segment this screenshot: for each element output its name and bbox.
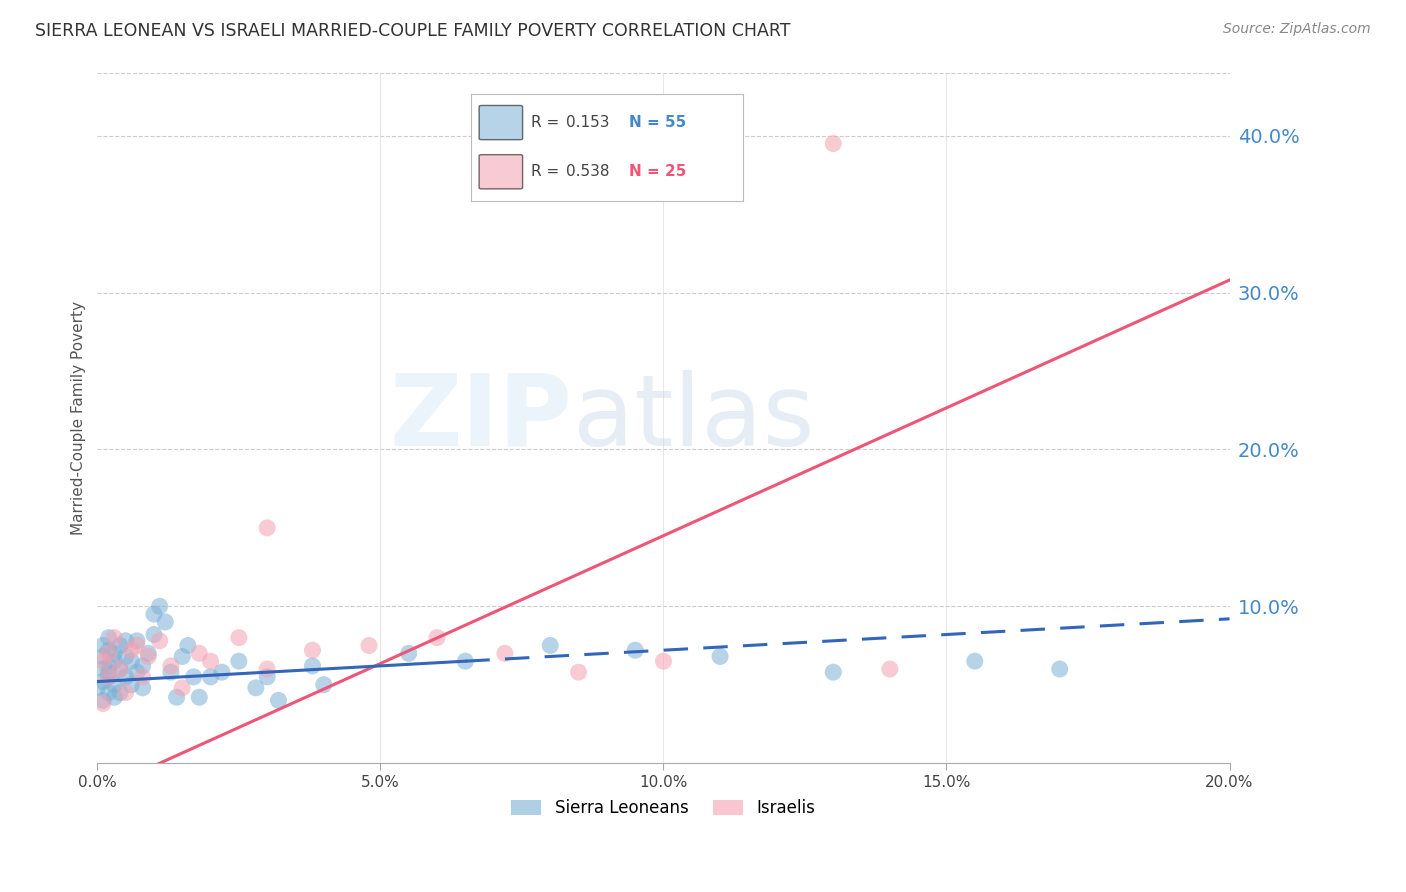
Point [652, 654, 675, 668]
Point [103, 631, 125, 645]
Point [114, 670, 136, 684]
Point [454, 654, 477, 668]
Point [91, 697, 114, 711]
Point [108, 685, 131, 699]
Point [120, 654, 142, 668]
Point [823, 665, 845, 680]
Point [188, 690, 211, 705]
Point [114, 685, 136, 699]
Point [120, 678, 142, 692]
Point [624, 643, 647, 657]
Point [256, 670, 278, 684]
Point [136, 649, 159, 664]
Point [97, 646, 120, 660]
Point [823, 136, 845, 151]
Point [97, 643, 120, 657]
Point [125, 633, 148, 648]
Point [143, 607, 166, 621]
Point [108, 662, 131, 676]
Point [114, 633, 136, 648]
Point [97, 670, 120, 684]
Text: atlas: atlas [572, 369, 814, 467]
Point [538, 639, 561, 653]
Point [963, 654, 986, 668]
Point [97, 685, 120, 699]
Point [136, 646, 159, 660]
Point [91, 654, 114, 668]
Point [879, 662, 901, 676]
Text: SIERRA LEONEAN VS ISRAELI MARRIED-COUPLE FAMILY POVERTY CORRELATION CHART: SIERRA LEONEAN VS ISRAELI MARRIED-COUPLE… [35, 22, 790, 40]
Point [172, 649, 194, 664]
Point [97, 670, 120, 684]
Point [120, 643, 142, 657]
Point [172, 681, 194, 695]
Point [256, 662, 278, 676]
Point [114, 649, 136, 664]
Point [131, 670, 153, 684]
Point [91, 693, 114, 707]
Point [301, 659, 323, 673]
Point [1049, 662, 1071, 676]
Point [200, 670, 222, 684]
Point [103, 654, 125, 668]
Point [160, 659, 183, 673]
Point [97, 659, 120, 673]
Point [177, 639, 200, 653]
Text: Source: ZipAtlas.com: Source: ZipAtlas.com [1223, 22, 1371, 37]
Point [188, 646, 211, 660]
Point [149, 633, 172, 648]
Point [131, 659, 153, 673]
Point [103, 678, 125, 692]
Point [143, 627, 166, 641]
Point [166, 690, 188, 705]
Point [97, 665, 120, 680]
Point [211, 665, 233, 680]
Point [398, 646, 420, 660]
Point [160, 665, 183, 680]
Text: ZIP: ZIP [389, 369, 572, 467]
Point [149, 599, 172, 614]
Point [125, 639, 148, 653]
Point [200, 654, 222, 668]
Point [131, 681, 153, 695]
Point [183, 670, 205, 684]
Point [357, 639, 380, 653]
Point [312, 678, 335, 692]
Point [709, 649, 731, 664]
Point [91, 649, 114, 664]
Point [256, 521, 278, 535]
Point [91, 662, 114, 676]
Point [155, 615, 177, 629]
Point [97, 631, 120, 645]
Point [267, 693, 290, 707]
Point [426, 631, 449, 645]
Point [125, 665, 148, 680]
Legend: Sierra Leoneans, Israelis: Sierra Leoneans, Israelis [505, 792, 823, 824]
Point [228, 654, 250, 668]
Point [91, 674, 114, 689]
Point [86, 681, 108, 695]
Point [567, 665, 589, 680]
Point [103, 690, 125, 705]
Point [228, 631, 250, 645]
Point [245, 681, 267, 695]
Point [103, 646, 125, 660]
Point [91, 639, 114, 653]
Point [108, 639, 131, 653]
Point [301, 643, 323, 657]
Point [108, 662, 131, 676]
Y-axis label: Married-Couple Family Poverty: Married-Couple Family Poverty [72, 301, 86, 535]
Point [494, 646, 516, 660]
